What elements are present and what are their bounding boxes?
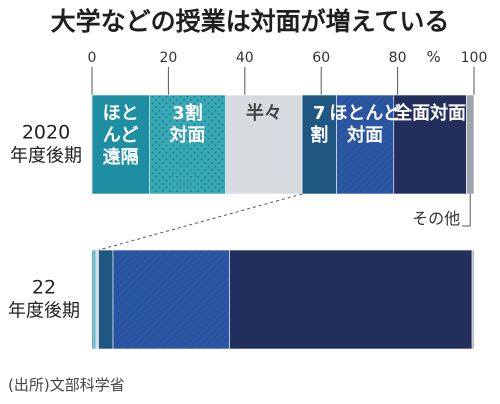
x-tick-label: 80 (389, 50, 407, 66)
segment-label: 3割 (172, 102, 203, 124)
segment-label: 全面対面 (393, 102, 466, 124)
segment-label: 対面 (346, 124, 383, 146)
segment-label: 対面 (169, 124, 206, 146)
row-label-year: 22 (32, 277, 56, 299)
x-tick-label: 60 (312, 50, 330, 66)
source-note: (出所)文部科学省 (8, 376, 125, 394)
x-tick-label: 0 (88, 50, 97, 66)
other-annotation: その他 (412, 209, 460, 228)
segment-label: 割 (310, 124, 328, 146)
chart-title: 大学などの授業は対面が増えている (51, 7, 450, 36)
bar-segment (393, 94, 467, 195)
segment-label: ほとんど (329, 103, 400, 124)
segment-label: ほと (103, 103, 139, 124)
bar-segment (95, 249, 99, 350)
row-label-year: 2020 (22, 122, 70, 144)
bar-segment (225, 94, 303, 195)
bar-segment (466, 94, 475, 195)
bars: その他 (91, 94, 475, 350)
unit-label: % (426, 48, 440, 66)
bar-segment (91, 94, 150, 195)
connector-line (98, 193, 303, 251)
x-axis: 0 20 40 60 80% 100 (88, 48, 488, 95)
bar-segment (301, 94, 337, 195)
bar-segment (98, 249, 114, 350)
x-tick-label: 100 (461, 50, 488, 66)
x-tick-label: 20 (159, 50, 177, 66)
bar-segment (112, 249, 230, 350)
bar-segment (471, 249, 475, 350)
bar-segment (229, 249, 473, 350)
segment-label: んど (103, 125, 138, 146)
segment-label: 遠隔 (103, 147, 139, 168)
row-label-term: 年度後期 (8, 301, 80, 322)
row-label-term: 年度後期 (10, 146, 82, 167)
bar-segment (336, 94, 395, 195)
x-tick-label: 40 (236, 50, 254, 66)
segment-label: 7 (313, 103, 326, 124)
segment-label: 半々 (246, 102, 282, 124)
